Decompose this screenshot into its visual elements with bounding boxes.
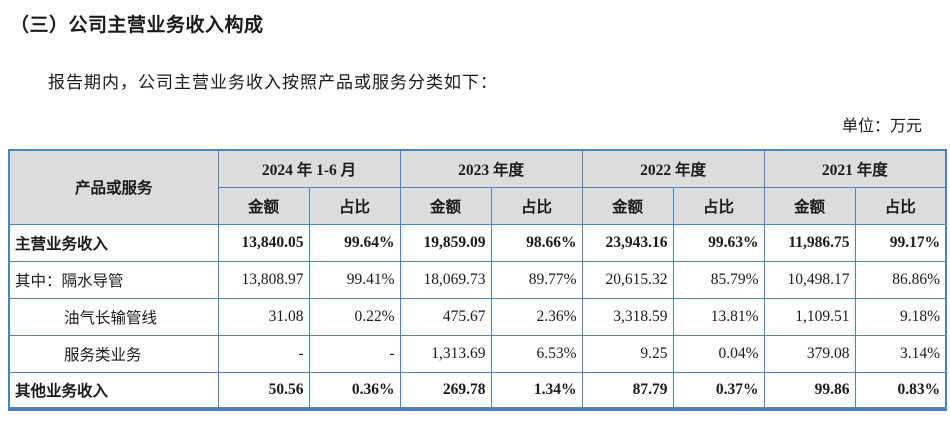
table-row: 其他业务收入 50.56 0.36% 269.78 1.34% 87.79 0.… bbox=[8, 371, 947, 410]
col-header-amount: 金额 bbox=[217, 186, 310, 225]
amount-cell: 1,313.69 bbox=[399, 334, 492, 373]
header-row-periods: 产品或服务 2024 年 1-6 月 2023 年度 2022 年度 2021 … bbox=[8, 149, 947, 225]
amount-cell: 1,109.51 bbox=[763, 297, 856, 336]
amount-cell: 11,986.75 bbox=[763, 223, 856, 262]
amount-cell: 23,943.16 bbox=[581, 223, 674, 262]
unit-label: 单位：万元 bbox=[841, 118, 922, 135]
ratio-cell: - bbox=[308, 334, 401, 373]
amount-cell: 19,859.09 bbox=[399, 223, 492, 262]
ratio-cell: 99.17% bbox=[854, 223, 947, 262]
ratio-cell: 2.36% bbox=[490, 297, 583, 336]
table-row: 其中：隔水导管 13,808.97 99.41% 18,069.73 89.77… bbox=[8, 260, 947, 299]
col-header-amount: 金额 bbox=[399, 186, 492, 225]
col-header-ratio: 占比 bbox=[672, 186, 765, 225]
amount-cell: 475.67 bbox=[399, 297, 492, 336]
amount-cell: 9.25 bbox=[581, 334, 674, 373]
header-row-metrics: 金额 占比 金额 占比 金额 占比 金额 占比 bbox=[9, 186, 947, 225]
col-group-2024: 2024 年 1-6 月 bbox=[217, 149, 401, 188]
amount-cell: 379.08 bbox=[763, 334, 856, 373]
row-label: 其中：隔水导管 bbox=[8, 260, 219, 299]
col-group-2023: 2023 年度 bbox=[399, 149, 583, 188]
ratio-cell: 0.83% bbox=[854, 371, 947, 410]
amount-cell: 87.79 bbox=[581, 371, 674, 410]
amount-cell: 31.08 bbox=[217, 297, 310, 336]
amount-cell: 269.78 bbox=[399, 371, 492, 410]
ratio-cell: 3.14% bbox=[854, 334, 947, 373]
ratio-cell: 99.63% bbox=[672, 223, 765, 262]
ratio-cell: 0.36% bbox=[308, 371, 401, 410]
row-label: 其他业务收入 bbox=[8, 371, 219, 410]
ratio-cell: 99.64% bbox=[308, 223, 401, 262]
revenue-table: 产品或服务 2024 年 1-6 月 2023 年度 2022 年度 2021 … bbox=[8, 149, 948, 411]
row-label: 主营业务收入 bbox=[8, 223, 219, 262]
table-row: 主营业务收入 13,840.05 99.64% 19,859.09 98.66%… bbox=[8, 223, 947, 262]
col-header-amount: 金额 bbox=[763, 186, 856, 225]
row-label: 服务类业务 bbox=[8, 334, 219, 373]
ratio-cell: 0.22% bbox=[308, 297, 401, 336]
amount-cell: 20,615.32 bbox=[581, 260, 674, 299]
ratio-cell: 89.77% bbox=[490, 260, 583, 299]
ratio-cell: 13.81% bbox=[672, 297, 765, 336]
amount-cell: 99.86 bbox=[763, 371, 856, 410]
ratio-cell: 99.41% bbox=[308, 260, 401, 299]
ratio-cell: 85.79% bbox=[672, 260, 765, 299]
row-label: 油气长输管线 bbox=[8, 297, 219, 336]
col-header-ratio: 占比 bbox=[854, 186, 947, 225]
col-group-2022: 2022 年度 bbox=[581, 149, 765, 188]
section-title: （三）公司主营业务收入构成 bbox=[10, 15, 264, 36]
amount-cell: 13,840.05 bbox=[217, 223, 310, 262]
ratio-cell: 9.18% bbox=[854, 297, 947, 336]
ratio-cell: 1.34% bbox=[490, 371, 583, 410]
amount-cell: 10,498.17 bbox=[763, 260, 856, 299]
table-row: 油气长输管线 31.08 0.22% 475.67 2.36% 3,318.59… bbox=[8, 297, 947, 336]
amount-cell: - bbox=[217, 334, 310, 373]
col-header-product: 产品或服务 bbox=[8, 149, 219, 225]
document-page: （三）公司主营业务收入构成 报告期内，公司主营业务收入按照产品或服务分类如下： … bbox=[0, 10, 950, 423]
ratio-cell: 86.86% bbox=[854, 260, 947, 299]
ratio-cell: 0.04% bbox=[672, 334, 765, 373]
col-header-ratio: 占比 bbox=[308, 186, 401, 225]
ratio-cell: 0.37% bbox=[672, 371, 765, 410]
table-row: 服务类业务 - - 1,313.69 6.53% 9.25 0.04% 379.… bbox=[8, 334, 947, 373]
col-group-2021: 2021 年度 bbox=[763, 149, 947, 188]
amount-cell: 50.56 bbox=[217, 371, 310, 410]
ratio-cell: 98.66% bbox=[490, 223, 583, 262]
amount-cell: 13,808.97 bbox=[217, 260, 310, 299]
col-header-ratio: 占比 bbox=[490, 186, 583, 225]
ratio-cell: 6.53% bbox=[490, 334, 583, 373]
intro-paragraph: 报告期内，公司主营业务收入按照产品或服务分类如下： bbox=[48, 73, 498, 92]
amount-cell: 18,069.73 bbox=[399, 260, 492, 299]
amount-cell: 3,318.59 bbox=[581, 297, 674, 336]
col-header-amount: 金额 bbox=[581, 186, 674, 225]
